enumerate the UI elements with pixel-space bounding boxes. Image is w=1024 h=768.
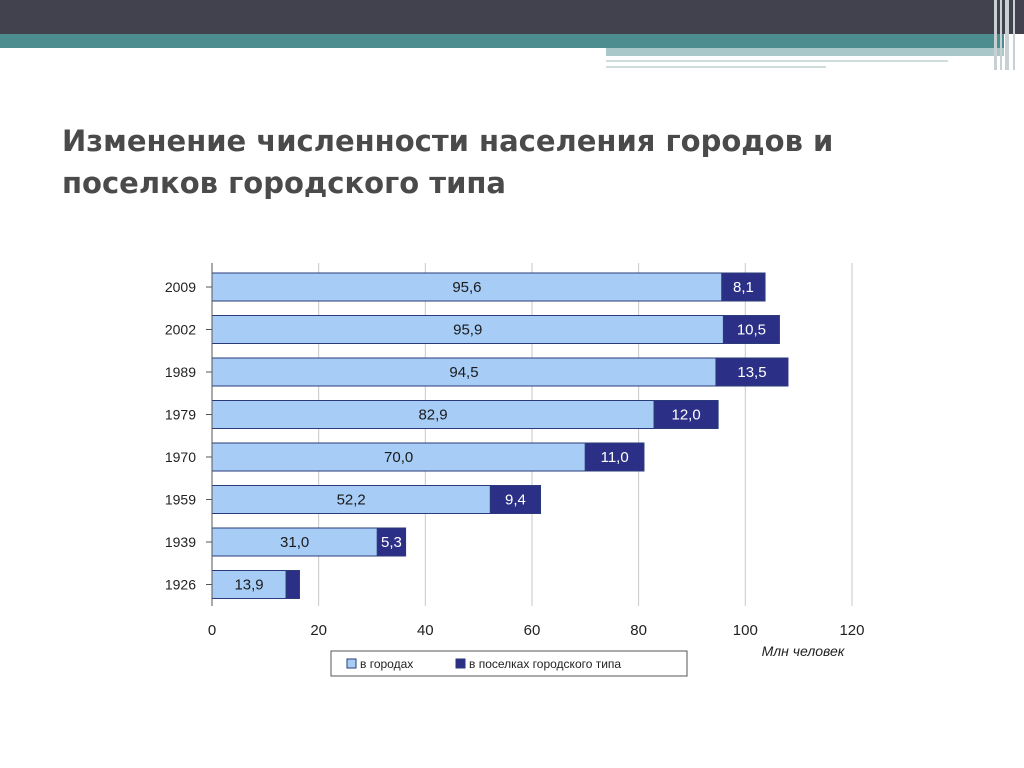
bar-city [211, 485, 491, 514]
legend-label-town: в поселках городского типа [469, 657, 621, 671]
data-label-city: 94,5 [449, 364, 478, 381]
x-tick-label: 80 [630, 622, 647, 639]
slide-title: Изменение численности населения городов … [62, 124, 834, 200]
legend: в городах в поселках городского типа [330, 650, 688, 677]
data-label-town: 9,4 [505, 492, 526, 509]
data-label-town: 10,5 [737, 322, 766, 339]
bar-city [211, 357, 717, 387]
bar-city [211, 315, 724, 344]
bar-town [584, 442, 645, 472]
data-label-town: 8,1 [733, 279, 754, 296]
header-accent-line [606, 60, 948, 62]
category-label: 2002 [165, 322, 196, 338]
header-accent-band [0, 34, 1004, 48]
category-label: 1926 [165, 577, 196, 593]
data-label-city: 95,6 [452, 279, 481, 296]
data-label-town: 5,3 [381, 534, 402, 551]
legend-label-city: в городах [360, 657, 413, 671]
header-band [0, 0, 1024, 34]
legend-swatch-city [346, 658, 357, 669]
data-label-city: 31,0 [280, 534, 309, 551]
axes: 0 20 40 60 80 100 120 2009 2002 1989 1979 1970 1959 1… [165, 263, 864, 659]
bar-town [653, 400, 719, 429]
bar-town [722, 315, 780, 344]
category-label: 1939 [165, 534, 196, 550]
data-label-town: 13,5 [737, 364, 766, 381]
bar-city [211, 400, 655, 429]
bar-town [721, 272, 766, 302]
header-accent-line-short [606, 66, 826, 68]
legend-swatch-town [455, 658, 466, 669]
category-label: 1979 [165, 407, 196, 423]
data-label-town: 12,0 [672, 407, 701, 424]
category-label: 1959 [165, 492, 196, 508]
x-tick-label: 20 [310, 622, 327, 639]
x-tick-label: 120 [839, 622, 864, 639]
category-label: 1970 [165, 449, 196, 465]
data-label-town: 11,0 [601, 449, 629, 466]
category-label: 2009 [165, 279, 196, 295]
legend-box [330, 650, 688, 677]
data-label-city: 70,0 [384, 449, 413, 466]
x-tick-label: 0 [208, 622, 216, 639]
header-accent-strip [606, 48, 1004, 56]
data-label-city: 82,9 [418, 407, 447, 424]
category-label: 1989 [165, 364, 196, 380]
x-axis-unit-label: Млн человек [762, 643, 846, 659]
x-tick-label: 100 [733, 622, 758, 639]
bar-town [489, 485, 542, 514]
bar-town [715, 357, 789, 387]
bar-city [211, 442, 586, 472]
bar-town [376, 527, 407, 557]
bar-city [211, 272, 723, 302]
bar-city [211, 570, 287, 599]
data-label-city: 13,9 [234, 577, 263, 594]
bars: 95,6 8,1 95,9 10,5 94,5 13,5 82,9 12,0 70,0 11,0 5… [211, 272, 789, 599]
header-corner-stripes [990, 0, 1024, 70]
data-label-city: 95,9 [453, 322, 482, 339]
x-tick-label: 40 [417, 622, 434, 639]
x-tick-label: 60 [524, 622, 541, 639]
data-label-city: 52,2 [337, 492, 366, 509]
bar-town [285, 570, 300, 599]
